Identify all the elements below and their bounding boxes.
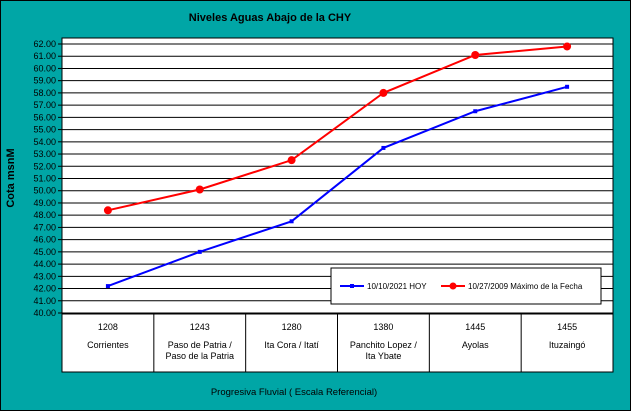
y-tick-label: 48.00 [33, 210, 56, 220]
y-tick-label: 50.00 [33, 186, 56, 196]
gridlines [62, 43, 613, 314]
category-code: 1445 [465, 322, 485, 332]
x-axis-label: Progresiva Fluvial ( Escala Referencial) [211, 387, 377, 398]
y-tick-label: 59.00 [33, 76, 56, 86]
category-name: Ituzaingó [549, 340, 586, 350]
y-tick-label: 42.00 [33, 284, 56, 294]
data-point [103, 206, 112, 215]
category-name: Ita Ybate [365, 351, 401, 361]
y-tick-label: 61.00 [33, 51, 56, 61]
y-tick-label: 56.00 [33, 112, 56, 122]
y-tick-label: 62.00 [33, 39, 56, 49]
data-point [471, 51, 480, 60]
y-tick-label: 45.00 [33, 247, 56, 257]
category-code: 1243 [190, 322, 210, 332]
category-code: 1208 [98, 322, 118, 332]
series-group [103, 42, 572, 289]
data-point [195, 185, 204, 194]
category-labels: 1208 Corrientes 1243 Paso de Patria /Paso d… [87, 314, 585, 372]
data-point [197, 249, 202, 254]
y-tick-label: 46.00 [33, 235, 56, 245]
y-tick-label: 49.00 [33, 198, 56, 208]
data-point [379, 88, 388, 97]
y-tick-label: 51.00 [33, 174, 56, 184]
category-code: 1455 [557, 322, 577, 332]
data-point [565, 84, 570, 89]
legend-swatch-marker [449, 282, 457, 290]
y-tick-label: 52.00 [33, 161, 56, 171]
data-point [473, 109, 478, 114]
y-tick-label: 41.00 [33, 296, 56, 306]
legend-entry-label: 10/10/2021 HOY [367, 282, 427, 291]
y-axis-label: Cota msnM [5, 148, 17, 207]
y-axis-ticks: 40.00 41.00 42.00 43.00 44.00 45.00 46.00 47.00… [33, 39, 62, 318]
category-code: 1280 [282, 322, 302, 332]
chart-title: Niveles Aguas Abajo de la CHY [189, 12, 352, 24]
legend-box [330, 267, 602, 305]
category-name: Paso de Patria / [168, 340, 233, 350]
y-tick-label: 44.00 [33, 259, 56, 269]
data-point [563, 42, 572, 51]
series-line [107, 85, 568, 288]
y-tick-label: 43.00 [33, 271, 56, 281]
data-point [289, 219, 294, 224]
legend-entry-label: 10/27/2009 Máximo de la Fecha [468, 282, 583, 291]
y-tick-label: 57.00 [33, 100, 56, 110]
data-point [287, 156, 296, 165]
series-line [107, 45, 568, 212]
category-code: 1380 [373, 322, 393, 332]
category-name: Ayolas [462, 340, 489, 350]
category-name: Ita Cora / Itatí [264, 340, 319, 350]
y-tick-label: 58.00 [33, 88, 56, 98]
legend: 10/10/2021 HOY 10/27/2009 Máximo de la Fe… [330, 267, 602, 305]
y-tick-label: 47.00 [33, 222, 56, 232]
category-name: Paso de la Patria [165, 351, 234, 361]
y-tick-label: 53.00 [33, 149, 56, 159]
data-point [381, 145, 386, 150]
data-point [105, 284, 110, 289]
legend-swatch-marker [350, 284, 354, 288]
y-tick-label: 54.00 [33, 137, 56, 147]
y-tick-label: 60.00 [33, 63, 56, 73]
y-tick-label: 55.00 [33, 125, 56, 135]
category-name: Panchito Lopez / [350, 340, 418, 350]
category-name: Corrientes [87, 340, 129, 350]
y-tick-label: 40.00 [33, 308, 56, 318]
